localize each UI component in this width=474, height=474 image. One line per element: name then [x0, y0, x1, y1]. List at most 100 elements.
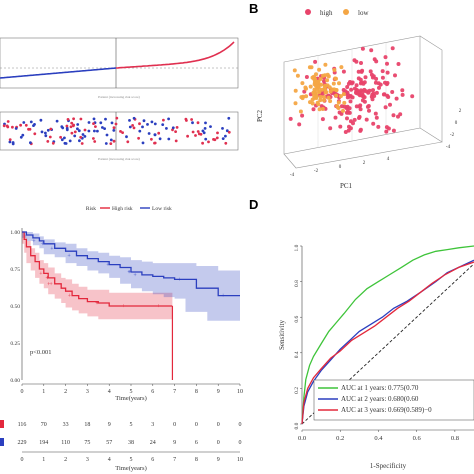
status-point: [186, 134, 190, 138]
pca-point-high: [356, 69, 361, 74]
pca-point-low: [328, 89, 333, 94]
status-point: [104, 117, 107, 121]
status-point: [131, 124, 135, 127]
pca-point-high: [364, 117, 369, 122]
pca-point-high: [361, 81, 366, 86]
km-censor-mark: +: [128, 270, 132, 276]
panel-a-risk-plots: Patient (increasing risk score) Patient (…: [0, 37, 239, 161]
status-point: [146, 123, 149, 126]
status-point: [83, 135, 87, 138]
roc-x-tick-label: 0.8: [451, 435, 459, 442]
km-censor-mark: +: [127, 270, 131, 276]
status-point: [150, 120, 154, 124]
pca-point-high: [398, 112, 403, 117]
status-point: [161, 123, 165, 126]
pca-point-high: [374, 115, 379, 120]
pca-point-high: [328, 126, 333, 131]
survival-status-frame: [0, 111, 239, 151]
status-point: [174, 139, 178, 143]
km-x-tick-label: 10: [237, 389, 243, 395]
km-y-tick-label: 0.50: [10, 304, 20, 310]
pca-point-high: [373, 80, 378, 85]
roc-curve-3-year: [301, 261, 474, 425]
roc-x-tick-label: 0.6: [413, 435, 422, 442]
pca-point-low: [303, 85, 308, 90]
status-point: [96, 129, 99, 133]
pca-xlabel: PC1: [340, 182, 353, 190]
status-point: [196, 121, 200, 125]
risk-table-cell: 9: [108, 422, 111, 428]
pca-point-low: [318, 98, 323, 103]
pca-point-high: [341, 69, 346, 74]
pca-point-low: [323, 62, 328, 67]
pca-point-low: [304, 94, 309, 99]
pca-point-high: [357, 93, 362, 98]
status-point: [66, 118, 70, 121]
km-censor-mark: +: [50, 246, 54, 252]
status-point: [19, 135, 23, 139]
pca-point-high: [345, 95, 350, 100]
pca-point-low: [334, 93, 339, 98]
pca-point-low: [323, 90, 328, 95]
pca-point-high: [349, 87, 354, 92]
status-point: [70, 121, 74, 125]
pca-point-high: [349, 81, 354, 86]
status-point: [29, 141, 32, 145]
status-point: [80, 142, 84, 145]
pca-point-high: [339, 111, 344, 116]
status-point: [6, 120, 10, 123]
risk-table-cell: 0: [217, 422, 220, 428]
status-point: [33, 132, 37, 136]
roc-legend-label: AUC at 3 years: 0.669(0.589)−0: [341, 406, 432, 414]
pca-point-high: [345, 85, 350, 89]
status-point: [60, 125, 64, 129]
pca-point-high: [378, 82, 383, 87]
pca-point-low: [320, 87, 324, 92]
status-point: [39, 118, 43, 122]
pca-point-high: [390, 90, 395, 94]
status-point: [8, 140, 12, 144]
status-point: [40, 130, 44, 134]
pca-point-high: [385, 81, 390, 85]
status-point: [81, 133, 85, 136]
pca-point-low: [293, 88, 298, 93]
status-point: [109, 138, 113, 142]
status-point: [92, 122, 95, 125]
pca-point-high: [369, 48, 374, 53]
roc-reference-diagonal: [301, 263, 474, 425]
status-point: [11, 125, 14, 129]
status-point: [8, 138, 12, 142]
status-point: [55, 119, 59, 123]
status-point: [22, 121, 26, 124]
km-x-tick-label: 6: [151, 389, 154, 395]
pca-point-low: [300, 96, 305, 101]
pca-side-edge: [419, 35, 443, 142]
pca-point-high: [369, 94, 374, 99]
legend-high-marker: [305, 9, 311, 15]
pca-point-low: [336, 106, 341, 110]
pca-point-high: [394, 96, 399, 101]
status-point: [6, 125, 10, 129]
risk-table-cell: 70: [41, 422, 47, 428]
status-point: [87, 129, 91, 133]
pca-point-high: [354, 59, 359, 64]
pca-point-high: [380, 75, 385, 80]
panel-d-roc-curve: 0.0 0.2 0.4 0.6 0.8 1.0 0.0 0.2 0.4 0.6 0.8 1-Speci…: [278, 244, 474, 470]
km-censor-mark: +: [49, 282, 53, 288]
status-point: [69, 125, 73, 129]
pca-point-high: [366, 90, 371, 95]
km-legend-title: Risk: [86, 206, 96, 212]
roc-legend-box: [313, 379, 474, 421]
risk-table-cell: 194: [39, 440, 48, 446]
status-point: [162, 118, 165, 122]
pca-point-low: [316, 84, 320, 89]
status-point: [64, 142, 68, 145]
pca-point-high: [386, 126, 391, 131]
status-point: [221, 126, 224, 130]
pca-z-tick: -4: [446, 145, 451, 150]
status-point: [83, 128, 87, 132]
status-point: [225, 129, 229, 133]
km-censor-mark: +: [96, 301, 100, 307]
risk-curve-frame: [0, 37, 239, 89]
pca-point-low: [325, 83, 330, 88]
